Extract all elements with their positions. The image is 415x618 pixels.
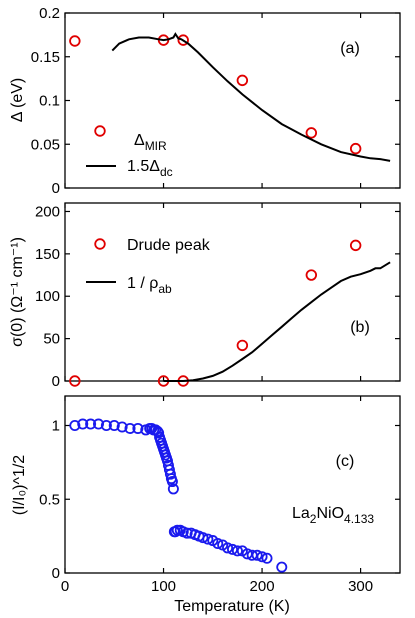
data-point <box>164 468 176 480</box>
legend-label: Drude peak <box>127 237 211 254</box>
x-tick-label: 300 <box>348 578 373 595</box>
data-point <box>305 127 318 139</box>
panel-label: (c) <box>336 453 355 470</box>
data-point <box>166 476 178 488</box>
data-point <box>305 269 318 281</box>
data-point <box>256 551 268 563</box>
series-1-2 <box>111 32 391 162</box>
series-line <box>111 32 391 162</box>
data-point <box>69 419 81 431</box>
legend-label: 1.5Δdc <box>127 158 173 179</box>
data-point <box>93 418 105 430</box>
y-tick-label: 50 <box>43 331 60 348</box>
data-point <box>108 419 120 431</box>
data-point <box>167 483 179 495</box>
y-tick-label: 0.05 <box>31 136 60 153</box>
x-tick-label: 0 <box>61 578 69 595</box>
series-2-2 <box>163 261 391 382</box>
y-tick-label: 0.1 <box>39 93 60 110</box>
data-point <box>349 239 362 252</box>
data-point <box>236 74 249 87</box>
x-axis-title: Temperature (K) <box>174 598 290 615</box>
series-1-1 <box>69 34 362 155</box>
data-point <box>197 532 209 544</box>
data-point <box>349 142 362 155</box>
y-tick-label: 1 <box>52 418 60 435</box>
data-point <box>124 422 136 434</box>
y-axis-title: σ(0) (Ω⁻¹ cm⁻¹) <box>9 237 26 347</box>
data-point <box>85 418 97 430</box>
y-axis-title: Δ (eV) <box>9 78 26 122</box>
series-3-1 <box>69 418 288 573</box>
panel-2-labels: (b) σ(0) (Ω⁻¹ cm⁻¹) Drude peak 1 / ρab <box>9 237 370 347</box>
data-point <box>132 422 144 434</box>
data-point <box>116 421 128 433</box>
compound-annotation: La2NiO4.133 <box>292 505 374 526</box>
y-tick-label: 150 <box>35 246 60 263</box>
data-point <box>177 34 189 46</box>
data-point <box>100 419 112 431</box>
data-point <box>276 561 288 573</box>
panel-1: 0 0.05 0.1 0.15 0.2 <box>31 5 401 197</box>
y-tick-label: 0 <box>52 565 60 582</box>
data-point <box>77 418 89 430</box>
data-point <box>69 35 81 47</box>
legend-label: 1 / ρab <box>127 275 172 296</box>
legend-label: ΔMIR <box>134 132 167 153</box>
series-line <box>163 261 391 382</box>
legend-marker <box>94 238 106 250</box>
legend-marker <box>94 125 106 137</box>
y-tick-label: 0 <box>52 373 60 390</box>
data-point <box>153 427 165 439</box>
x-tick-label: 100 <box>151 578 176 595</box>
data-point <box>181 527 193 539</box>
panel-3: 0 0.5 1 0 100 200 300 <box>39 395 401 595</box>
plot-frame-3 <box>64 395 401 574</box>
y-tick-label: 0.15 <box>31 49 60 66</box>
data-point <box>69 375 81 387</box>
panel-label: (b) <box>350 319 370 336</box>
data-point <box>236 339 249 352</box>
data-point <box>202 533 214 545</box>
y-axis-title: (I/I₀)^1/2 <box>11 455 28 515</box>
data-point <box>231 545 243 557</box>
y-tick-label: 0 <box>52 180 60 197</box>
y-tick-label: 0.2 <box>39 5 60 22</box>
panel-2: 0 50 100 150 200 <box>35 202 401 390</box>
panel-1-labels: (a) Δ (eV) ΔMIR 1.5Δdc <box>9 40 360 179</box>
series-2-1 <box>69 239 362 387</box>
y-tick-label: 100 <box>35 288 60 305</box>
data-point <box>222 542 234 554</box>
data-point <box>169 526 181 538</box>
y-tick-label: 200 <box>35 203 60 220</box>
y-tick-label: 0.5 <box>39 491 60 508</box>
data-point <box>212 538 224 550</box>
panel-label: (a) <box>340 40 360 57</box>
plot-frame-2 <box>64 202 401 382</box>
x-tick-label: 200 <box>250 578 275 595</box>
data-point <box>251 549 263 561</box>
data-point <box>261 552 273 564</box>
panel-3-labels: (c) La2NiO4.133 (I/I₀)^1/2 Temperature (K) <box>11 453 374 615</box>
